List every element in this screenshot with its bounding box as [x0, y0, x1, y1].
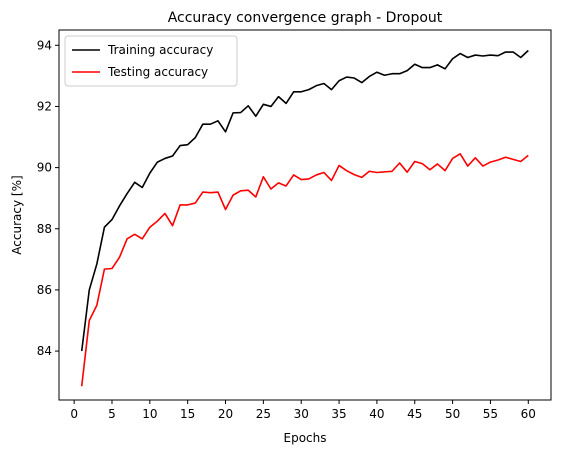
y-tick-label: 84 [37, 344, 52, 358]
legend-box [64, 35, 238, 87]
y-axis-ticks: 84 86 88 90 92 94 [37, 38, 59, 358]
y-tick-label: 88 [37, 222, 52, 236]
series-line-1 [80, 153, 529, 387]
series-line-0 [80, 49, 529, 352]
x-axis-ticks: 0 5 10 15 20 25 30 35 40 45 50 55 60 [70, 400, 536, 421]
x-tick-label: 50 [445, 407, 460, 421]
y-tick-label: 92 [37, 99, 52, 113]
plot-frame [58, 29, 552, 401]
x-tick-label: 20 [218, 407, 233, 421]
chart-title: Accuracy convergence graph - Dropout [168, 10, 443, 26]
legend: Training accuracy Testing accuracy [64, 35, 238, 87]
y-tick-label: 86 [37, 283, 52, 297]
legend-label-training: Training accuracy [107, 43, 213, 57]
x-tick-label: 60 [521, 407, 536, 421]
plot-lines [80, 49, 529, 387]
x-tick-label: 40 [369, 407, 384, 421]
x-tick-label: 15 [180, 407, 195, 421]
x-tick-label: 0 [70, 407, 78, 421]
x-tick-label: 10 [142, 407, 157, 421]
x-tick-label: 25 [256, 407, 271, 421]
y-axis-label: Accuracy [%] [10, 175, 24, 254]
y-tick-label: 90 [37, 161, 52, 175]
x-axis-label: Epochs [284, 431, 327, 445]
x-tick-label: 45 [407, 407, 422, 421]
x-tick-label: 30 [294, 407, 309, 421]
x-tick-label: 55 [483, 407, 498, 421]
y-tick-label: 94 [37, 38, 52, 52]
legend-label-testing: Testing accuracy [107, 65, 208, 79]
x-tick-label: 35 [331, 407, 346, 421]
x-tick-label: 5 [108, 407, 116, 421]
